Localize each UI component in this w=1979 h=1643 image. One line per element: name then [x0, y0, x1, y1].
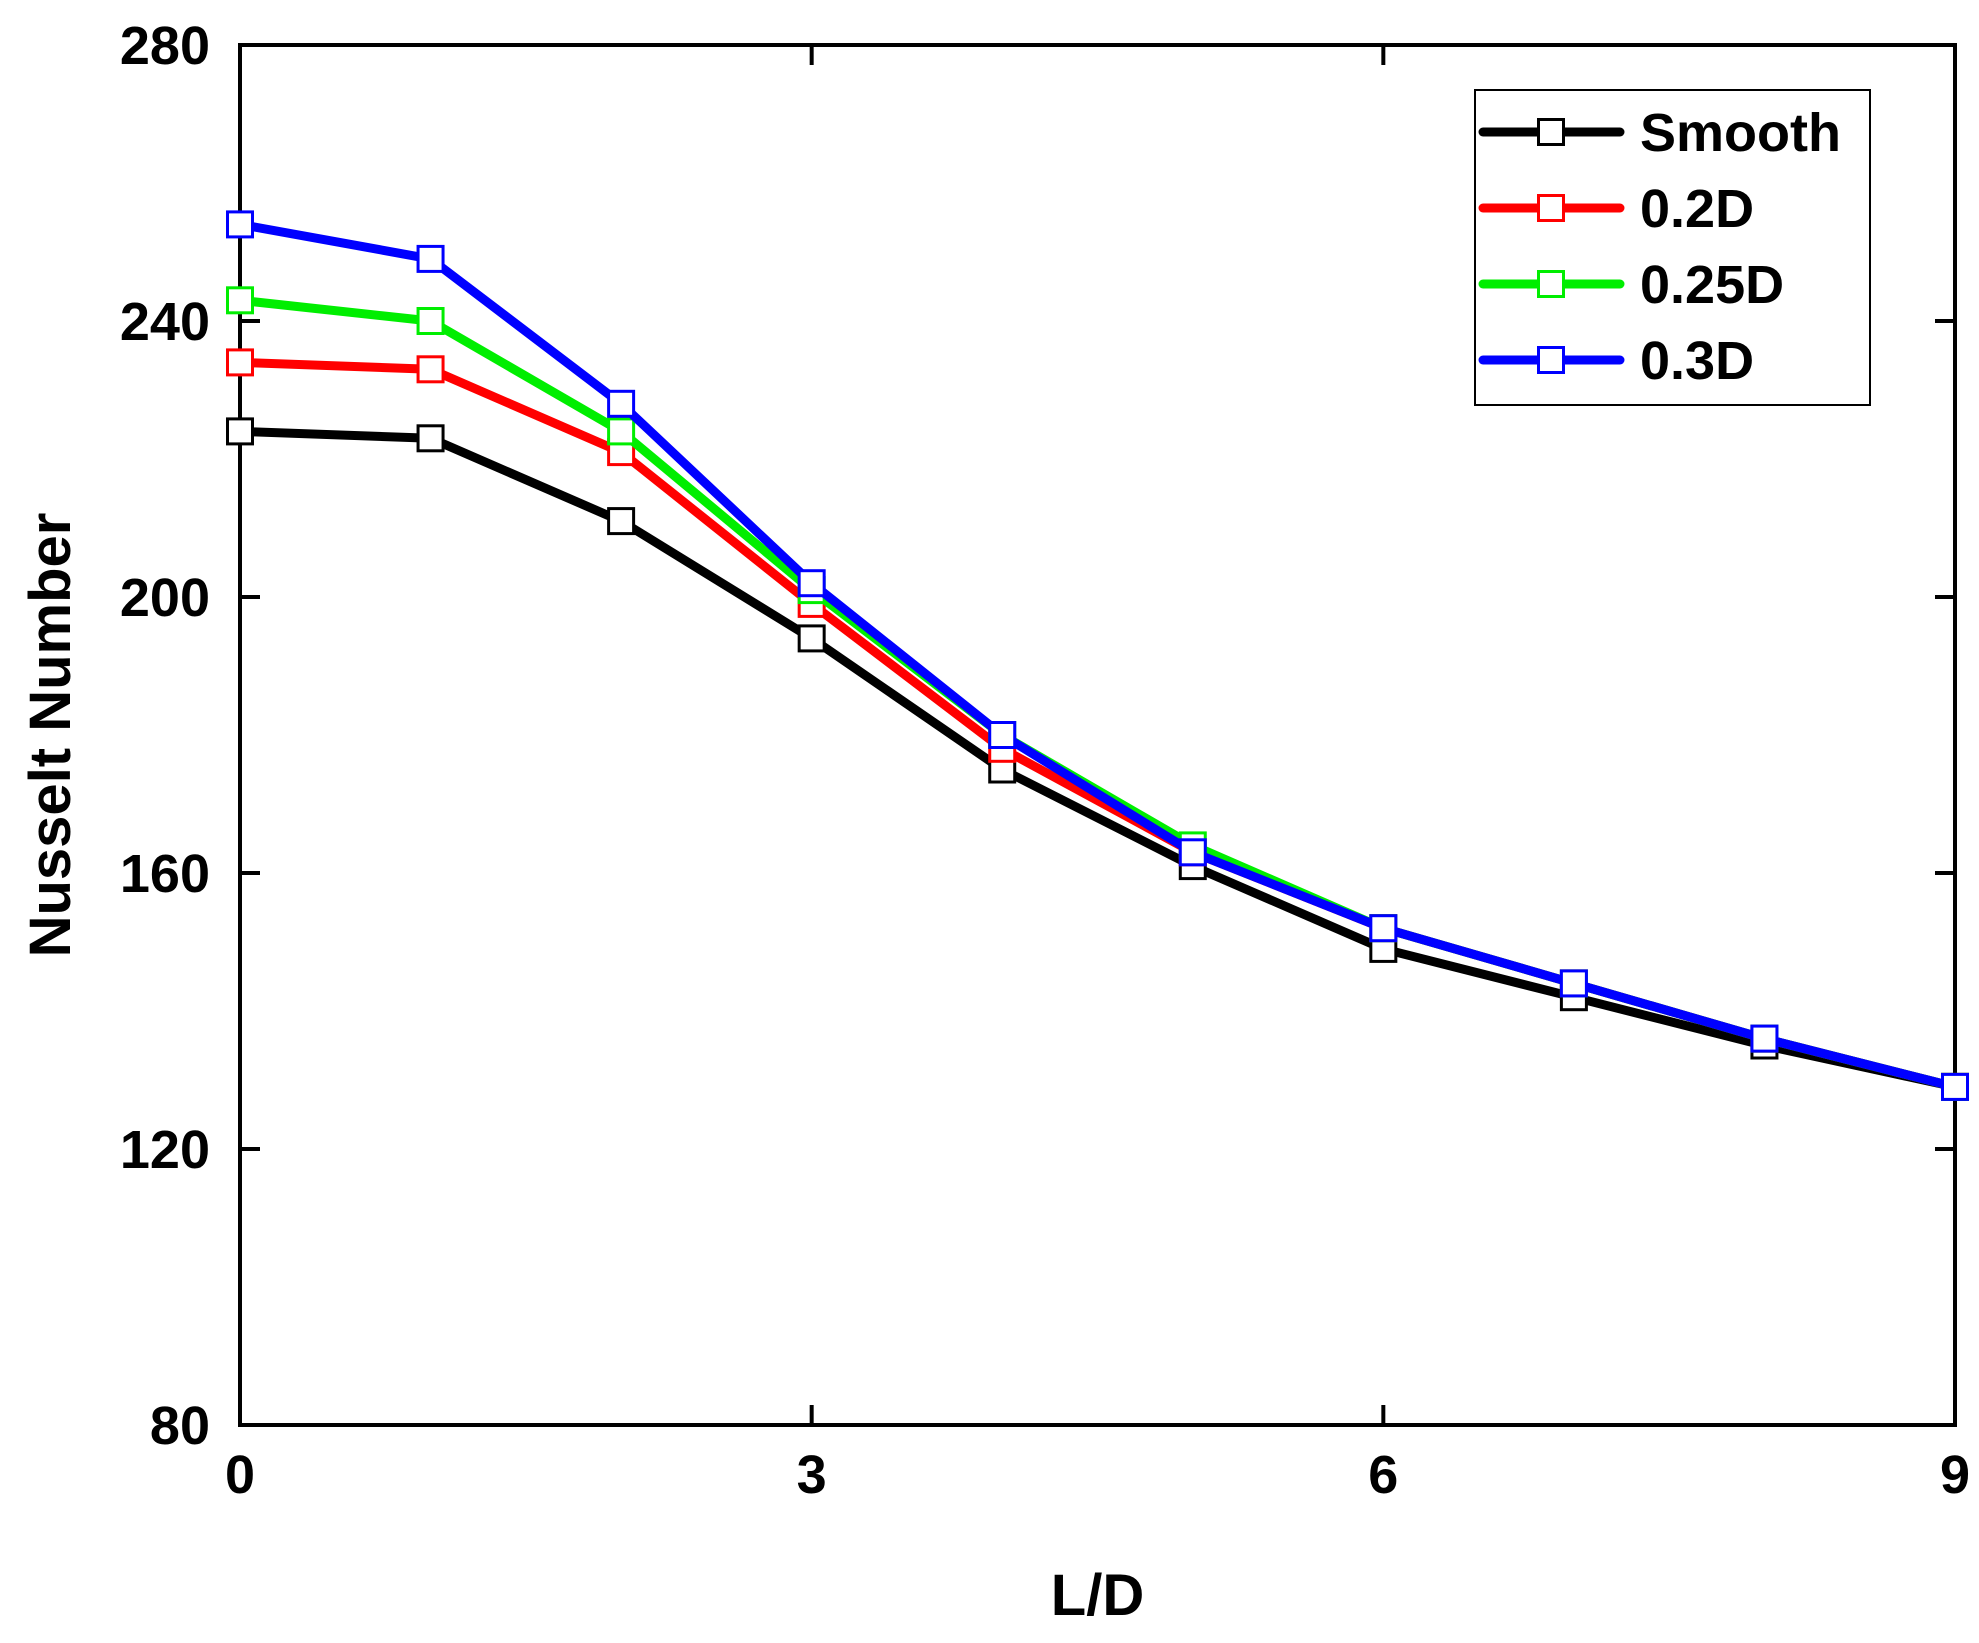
- data-point-marker: [226, 348, 254, 377]
- data-point-marker: [1178, 838, 1207, 867]
- data-point-marker: [226, 417, 254, 446]
- legend-label: 0.3D: [1640, 331, 1754, 391]
- legend-label: 0.2D: [1640, 179, 1754, 239]
- data-point-marker: [988, 721, 1017, 749]
- y-tick-label: 280: [120, 16, 210, 76]
- data-point-marker: [226, 210, 254, 239]
- legend-swatch-marker: [1537, 346, 1565, 374]
- data-point-marker: [1559, 969, 1588, 998]
- data-point-marker: [416, 424, 445, 453]
- legend-swatch-marker: [1537, 270, 1565, 298]
- data-point-marker: [226, 286, 254, 315]
- series-0-3d: [226, 210, 1969, 1101]
- series-line: [235, 426, 1960, 1092]
- y-tick-label: 120: [120, 1120, 210, 1180]
- data-point-marker: [797, 569, 826, 598]
- y-tick-label: 200: [120, 568, 210, 628]
- x-tick-label: 0: [225, 1445, 255, 1505]
- axes-group: 0 3 6 9 80 120 160 200 240 280 L/D Nusselt Number: [18, 16, 1970, 1628]
- x-axis-title: L/D: [1051, 1563, 1144, 1628]
- y-tick-label: 160: [120, 844, 210, 904]
- series-line: [235, 295, 1960, 1092]
- legend-label: Smooth: [1640, 103, 1841, 163]
- legend-item: 0.25D: [1478, 255, 1784, 315]
- data-point-marker: [607, 389, 636, 418]
- data-point-marker: [797, 624, 826, 653]
- y-tick-label: 240: [120, 292, 210, 352]
- data-point-marker: [607, 417, 636, 446]
- series-0-25d: [226, 286, 1969, 1101]
- data-point-marker: [416, 307, 445, 335]
- data-point-marker: [607, 507, 636, 536]
- y-tick-label: 80: [150, 1396, 210, 1456]
- x-tick-label: 3: [797, 1445, 827, 1505]
- legend: Smooth 0.2D 0.25D 0.3D: [1474, 89, 1871, 406]
- legend-item: Smooth: [1478, 103, 1841, 163]
- legend-swatch-marker: [1537, 194, 1565, 222]
- data-point-marker: [416, 244, 445, 273]
- plot-frame: [238, 43, 1957, 1427]
- data-point-marker: [1750, 1024, 1779, 1053]
- data-point-marker: [1369, 914, 1398, 943]
- legend-label: 0.25D: [1640, 255, 1784, 315]
- series-group: [226, 210, 1969, 1101]
- legend-swatch-marker: [1537, 118, 1565, 146]
- x-tick-label: 9: [1940, 1445, 1970, 1505]
- data-point-marker: [1941, 1072, 1969, 1101]
- legend-item: 0.3D: [1478, 331, 1754, 391]
- y-axis-title: Nusselt Number: [18, 513, 83, 958]
- legend-item: 0.2D: [1478, 179, 1754, 239]
- series-line: [235, 219, 1960, 1092]
- x-tick-label: 6: [1368, 1445, 1398, 1505]
- series-smooth: [226, 417, 1969, 1101]
- data-point-marker: [416, 355, 445, 384]
